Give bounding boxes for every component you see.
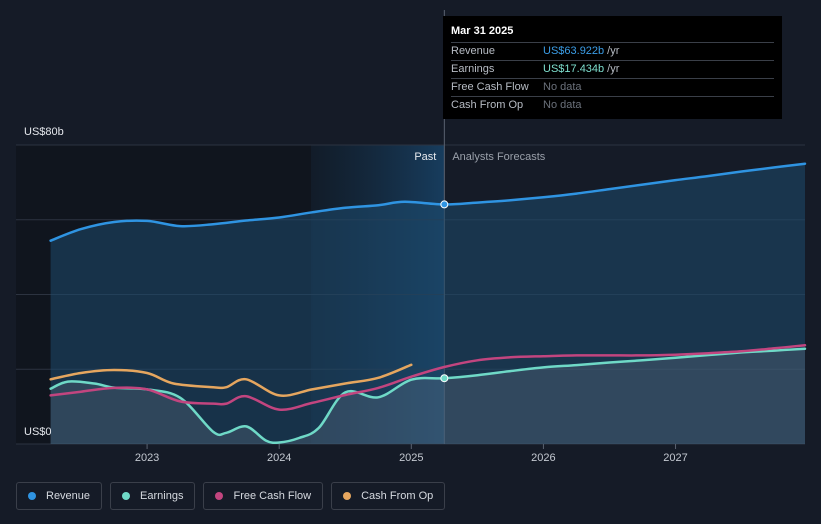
free-cash-flow-line — [49, 344, 807, 411]
legend-label: Cash From Op — [361, 490, 434, 502]
x-tick-label: 2027 — [663, 452, 687, 464]
tooltip-row-label: Cash From Op — [451, 99, 524, 111]
y-axis-top-label: US$80b — [24, 126, 64, 138]
x-tick-label: 2025 — [399, 452, 423, 464]
tooltip-row-cash-from-op: Cash From Op No data — [451, 96, 774, 114]
tooltip-row-value: No data — [543, 81, 582, 93]
tooltip-row-value: US$17.434b — [543, 63, 605, 75]
tooltip-row-value: No data — [543, 99, 582, 111]
legend: Revenue Earnings Free Cash Flow Cash From O… — [16, 482, 446, 510]
y-axis-bottom-label: US$0 — [24, 426, 52, 438]
legend-label: Revenue — [46, 490, 91, 502]
tooltip-row-value: US$63.922b — [543, 45, 605, 57]
tooltip: Mar 31 2025 Revenue US$63.922b/yr Earnings… — [443, 16, 782, 119]
past-label: Past — [414, 151, 436, 163]
tooltip-row-unit: /yr — [607, 45, 620, 57]
earnings-area — [50, 348, 806, 444]
legend-item-cash-from-op[interactable]: Cash From Op — [331, 482, 446, 510]
tooltip-row-revenue: Revenue US$63.922b/yr — [451, 42, 774, 60]
legend-item-earnings[interactable]: Earnings — [110, 482, 196, 510]
tooltip-date: Mar 31 2025 — [451, 25, 514, 37]
x-tick-label: 2026 — [531, 452, 555, 464]
legend-label: Earnings — [140, 490, 184, 502]
legend-dot-icon — [215, 492, 224, 500]
earnings-line — [49, 347, 807, 445]
tooltip-row-free-cash-flow: Free Cash Flow No data — [451, 78, 774, 96]
legend-item-revenue[interactable]: Revenue — [16, 482, 103, 510]
revenue-area — [50, 163, 806, 444]
tooltip-row-label: Free Cash Flow — [451, 81, 529, 93]
tooltip-row-label: Revenue — [451, 45, 496, 57]
tooltip-row-earnings: Earnings US$17.434b/yr — [451, 60, 774, 78]
earnings-marker — [440, 374, 449, 383]
forecast-label: Analysts Forecasts — [452, 151, 545, 163]
legend-item-free-cash-flow[interactable]: Free Cash Flow — [203, 482, 324, 510]
tooltip-row-unit: /yr — [607, 63, 620, 75]
revenue-line — [49, 162, 807, 242]
legend-label: Free Cash Flow — [233, 490, 312, 502]
tooltip-row-label: Earnings — [451, 63, 495, 75]
cash-from-op-line — [49, 363, 413, 397]
revenue-marker — [440, 200, 449, 209]
legend-dot-icon — [343, 492, 352, 500]
x-tick-label: 2024 — [267, 452, 291, 464]
legend-dot-icon — [28, 492, 36, 500]
legend-dot-icon — [122, 492, 131, 500]
x-tick-label: 2023 — [135, 452, 159, 464]
